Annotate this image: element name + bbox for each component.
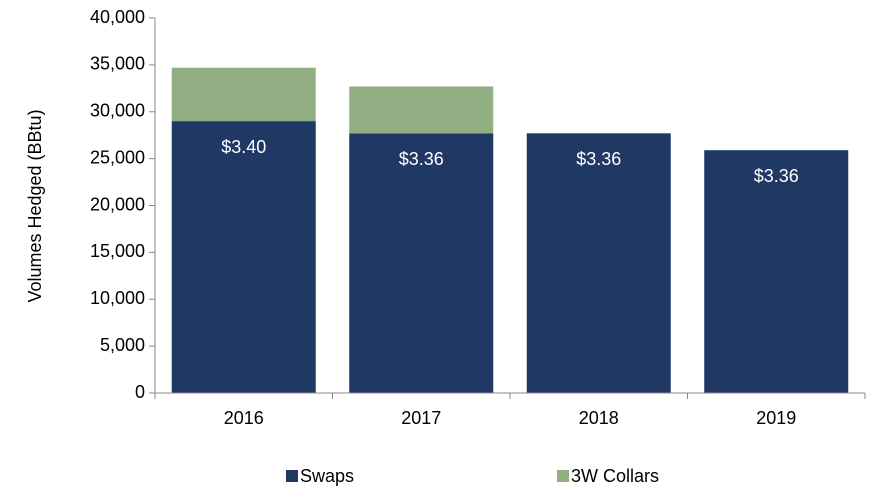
- bar-segment: [171, 67, 316, 122]
- legend-swatch: [557, 470, 569, 482]
- y-tick-label: 15,000: [90, 241, 145, 261]
- y-tick-label: 10,000: [90, 288, 145, 308]
- y-tick-label: 0: [135, 382, 145, 402]
- bar-segment: [704, 150, 849, 393]
- y-tick-label: 30,000: [90, 101, 145, 121]
- y-tick-label: 35,000: [90, 54, 145, 74]
- bar-segment: [349, 133, 494, 393]
- y-tick-label: 5,000: [100, 335, 145, 355]
- bar-segment: [349, 86, 494, 134]
- x-tick-label: 2019: [756, 408, 796, 428]
- y-tick-label: 20,000: [90, 194, 145, 214]
- bar-segment: [171, 121, 316, 393]
- y-axis-title: Volumes Hedged (BBtu): [25, 109, 45, 302]
- bar-annotation: $3.36: [399, 149, 444, 169]
- bar-annotation: $3.40: [221, 137, 266, 157]
- bar-annotation: $3.36: [576, 149, 621, 169]
- legend-label: 3W Collars: [571, 466, 659, 486]
- legend-label: Swaps: [300, 466, 354, 486]
- x-tick-label: 2017: [401, 408, 441, 428]
- legend-swatch: [286, 470, 298, 482]
- bar-segment: [526, 133, 671, 393]
- y-tick-label: 40,000: [90, 7, 145, 27]
- x-tick-label: 2018: [579, 408, 619, 428]
- x-tick-label: 2016: [224, 408, 264, 428]
- y-tick-label: 25,000: [90, 147, 145, 167]
- bar-annotation: $3.36: [754, 166, 799, 186]
